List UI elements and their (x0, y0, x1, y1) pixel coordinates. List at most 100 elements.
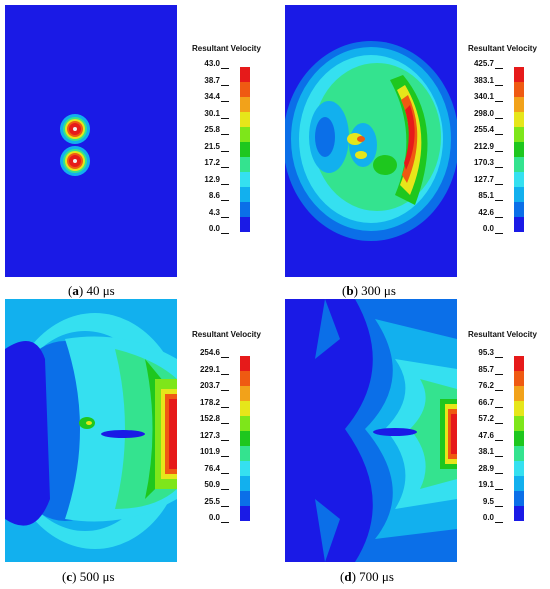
legend-tick-label: 95.3 (478, 348, 494, 357)
legend-tick-mark (495, 456, 503, 457)
legend-tick-mark (221, 134, 229, 135)
legend-tick-label: 28.9 (478, 463, 494, 473)
color-band (514, 67, 524, 82)
contour-image-d (315, 299, 457, 562)
color-band (240, 446, 250, 461)
legend-tick-mark (221, 489, 229, 490)
legend-tick-mark (221, 357, 229, 358)
legend-tick-mark (221, 150, 229, 152)
legend-tick-label: 25.8 (204, 125, 220, 134)
color-band (514, 127, 524, 142)
legend-tick-label: 229.1 (199, 364, 220, 374)
legend-tick-label: 30.1 (204, 108, 220, 118)
color-band (514, 217, 524, 232)
color-band (240, 386, 250, 401)
legend-tick-label: 4.3 (208, 207, 220, 217)
legend-tick-label: 76.2 (478, 381, 494, 390)
legend-title-d: Resultant Velocity (468, 330, 537, 339)
legend-tick-mark (221, 522, 229, 523)
color-bar-b (514, 67, 524, 232)
color-band (240, 416, 250, 431)
color-bar-a (240, 67, 250, 232)
legend-tick-mark (495, 167, 503, 168)
color-band (240, 112, 250, 127)
color-band (514, 157, 524, 172)
legend-tick-mark (495, 472, 503, 474)
legend-tick-label: 152.8 (199, 414, 220, 423)
legend-tick-label: 203.7 (199, 381, 220, 390)
legend-tick-label: 340.1 (473, 92, 494, 101)
color-band (514, 461, 524, 476)
color-bar-d (514, 356, 524, 521)
legend-tick-label: 0.0 (482, 513, 494, 522)
color-band (240, 506, 250, 521)
legend-tick-mark (221, 390, 229, 391)
contour-image-a (60, 114, 90, 176)
legend-tick-mark (495, 200, 503, 201)
legend-tick-label: 85.1 (478, 191, 494, 200)
legend-tick-mark (221, 472, 229, 474)
color-band (514, 446, 524, 461)
legend-tick-label: 17.2 (204, 158, 220, 167)
legend-tick-mark (495, 439, 503, 441)
legend-tick-label: 34.4 (204, 92, 220, 101)
legend-tick-mark (221, 373, 229, 375)
color-band (514, 112, 524, 127)
legend-tick-mark (221, 200, 229, 201)
legend-tick-label: 21.5 (204, 141, 220, 151)
color-band (514, 476, 524, 491)
color-band (514, 187, 524, 202)
legend-tick-label: 254.6 (199, 348, 220, 357)
legend-tick-mark (221, 68, 229, 69)
color-band (240, 371, 250, 386)
color-band (240, 202, 250, 217)
legend-tick-mark (221, 117, 229, 119)
legend-tick-label: 50.9 (204, 480, 220, 489)
caption-d: (d) 700 μs (340, 569, 394, 584)
color-band (240, 476, 250, 491)
legend-tick-mark (221, 505, 229, 507)
legend-tick-label: 255.4 (473, 125, 494, 134)
color-band (514, 386, 524, 401)
color-band (240, 431, 250, 446)
color-band (240, 217, 250, 232)
legend-tick-label: 170.3 (473, 158, 494, 167)
legend-tick-mark (495, 423, 503, 424)
contour-plot-b (285, 5, 457, 277)
color-band (514, 172, 524, 187)
legend-tick-mark (495, 390, 503, 391)
legend-tick-mark (495, 117, 503, 119)
legend-tick-mark (221, 183, 229, 185)
legend-tick-label: 66.7 (478, 397, 494, 407)
legend-tick-mark (495, 68, 503, 69)
legend-tick-label: 12.9 (204, 174, 220, 184)
legend-tick-mark (495, 233, 503, 234)
legend-tick-label: 178.2 (199, 397, 220, 407)
legend-tick-label: 76.4 (204, 463, 220, 473)
legend-tick-mark (495, 134, 503, 135)
color-band (240, 157, 250, 172)
contour-image-c (5, 313, 177, 549)
caption-b: (b) 300 μs (342, 283, 396, 298)
legend-tick-mark (221, 456, 229, 457)
contour-plot-a (5, 5, 177, 277)
color-band (240, 491, 250, 506)
legend-tick-label: 298.0 (473, 108, 494, 118)
legend-tick-mark (221, 423, 229, 424)
legend-tick-mark (221, 406, 229, 408)
legend-tick-mark (221, 84, 229, 86)
color-bar-c (240, 356, 250, 521)
color-band (240, 461, 250, 476)
legend-tick-label: 9.5 (482, 496, 494, 506)
legend-tick-label: 0.0 (208, 513, 220, 522)
color-band (514, 506, 524, 521)
color-band (514, 401, 524, 416)
legend-tick-label: 42.6 (478, 207, 494, 217)
color-band (240, 401, 250, 416)
legend-tick-mark (495, 150, 503, 152)
color-band (514, 202, 524, 217)
legend-tick-label: 57.2 (478, 414, 494, 423)
legend-title-a: Resultant Velocity (192, 44, 261, 53)
color-band (514, 371, 524, 386)
legend-tick-label: 127.7 (473, 174, 494, 184)
